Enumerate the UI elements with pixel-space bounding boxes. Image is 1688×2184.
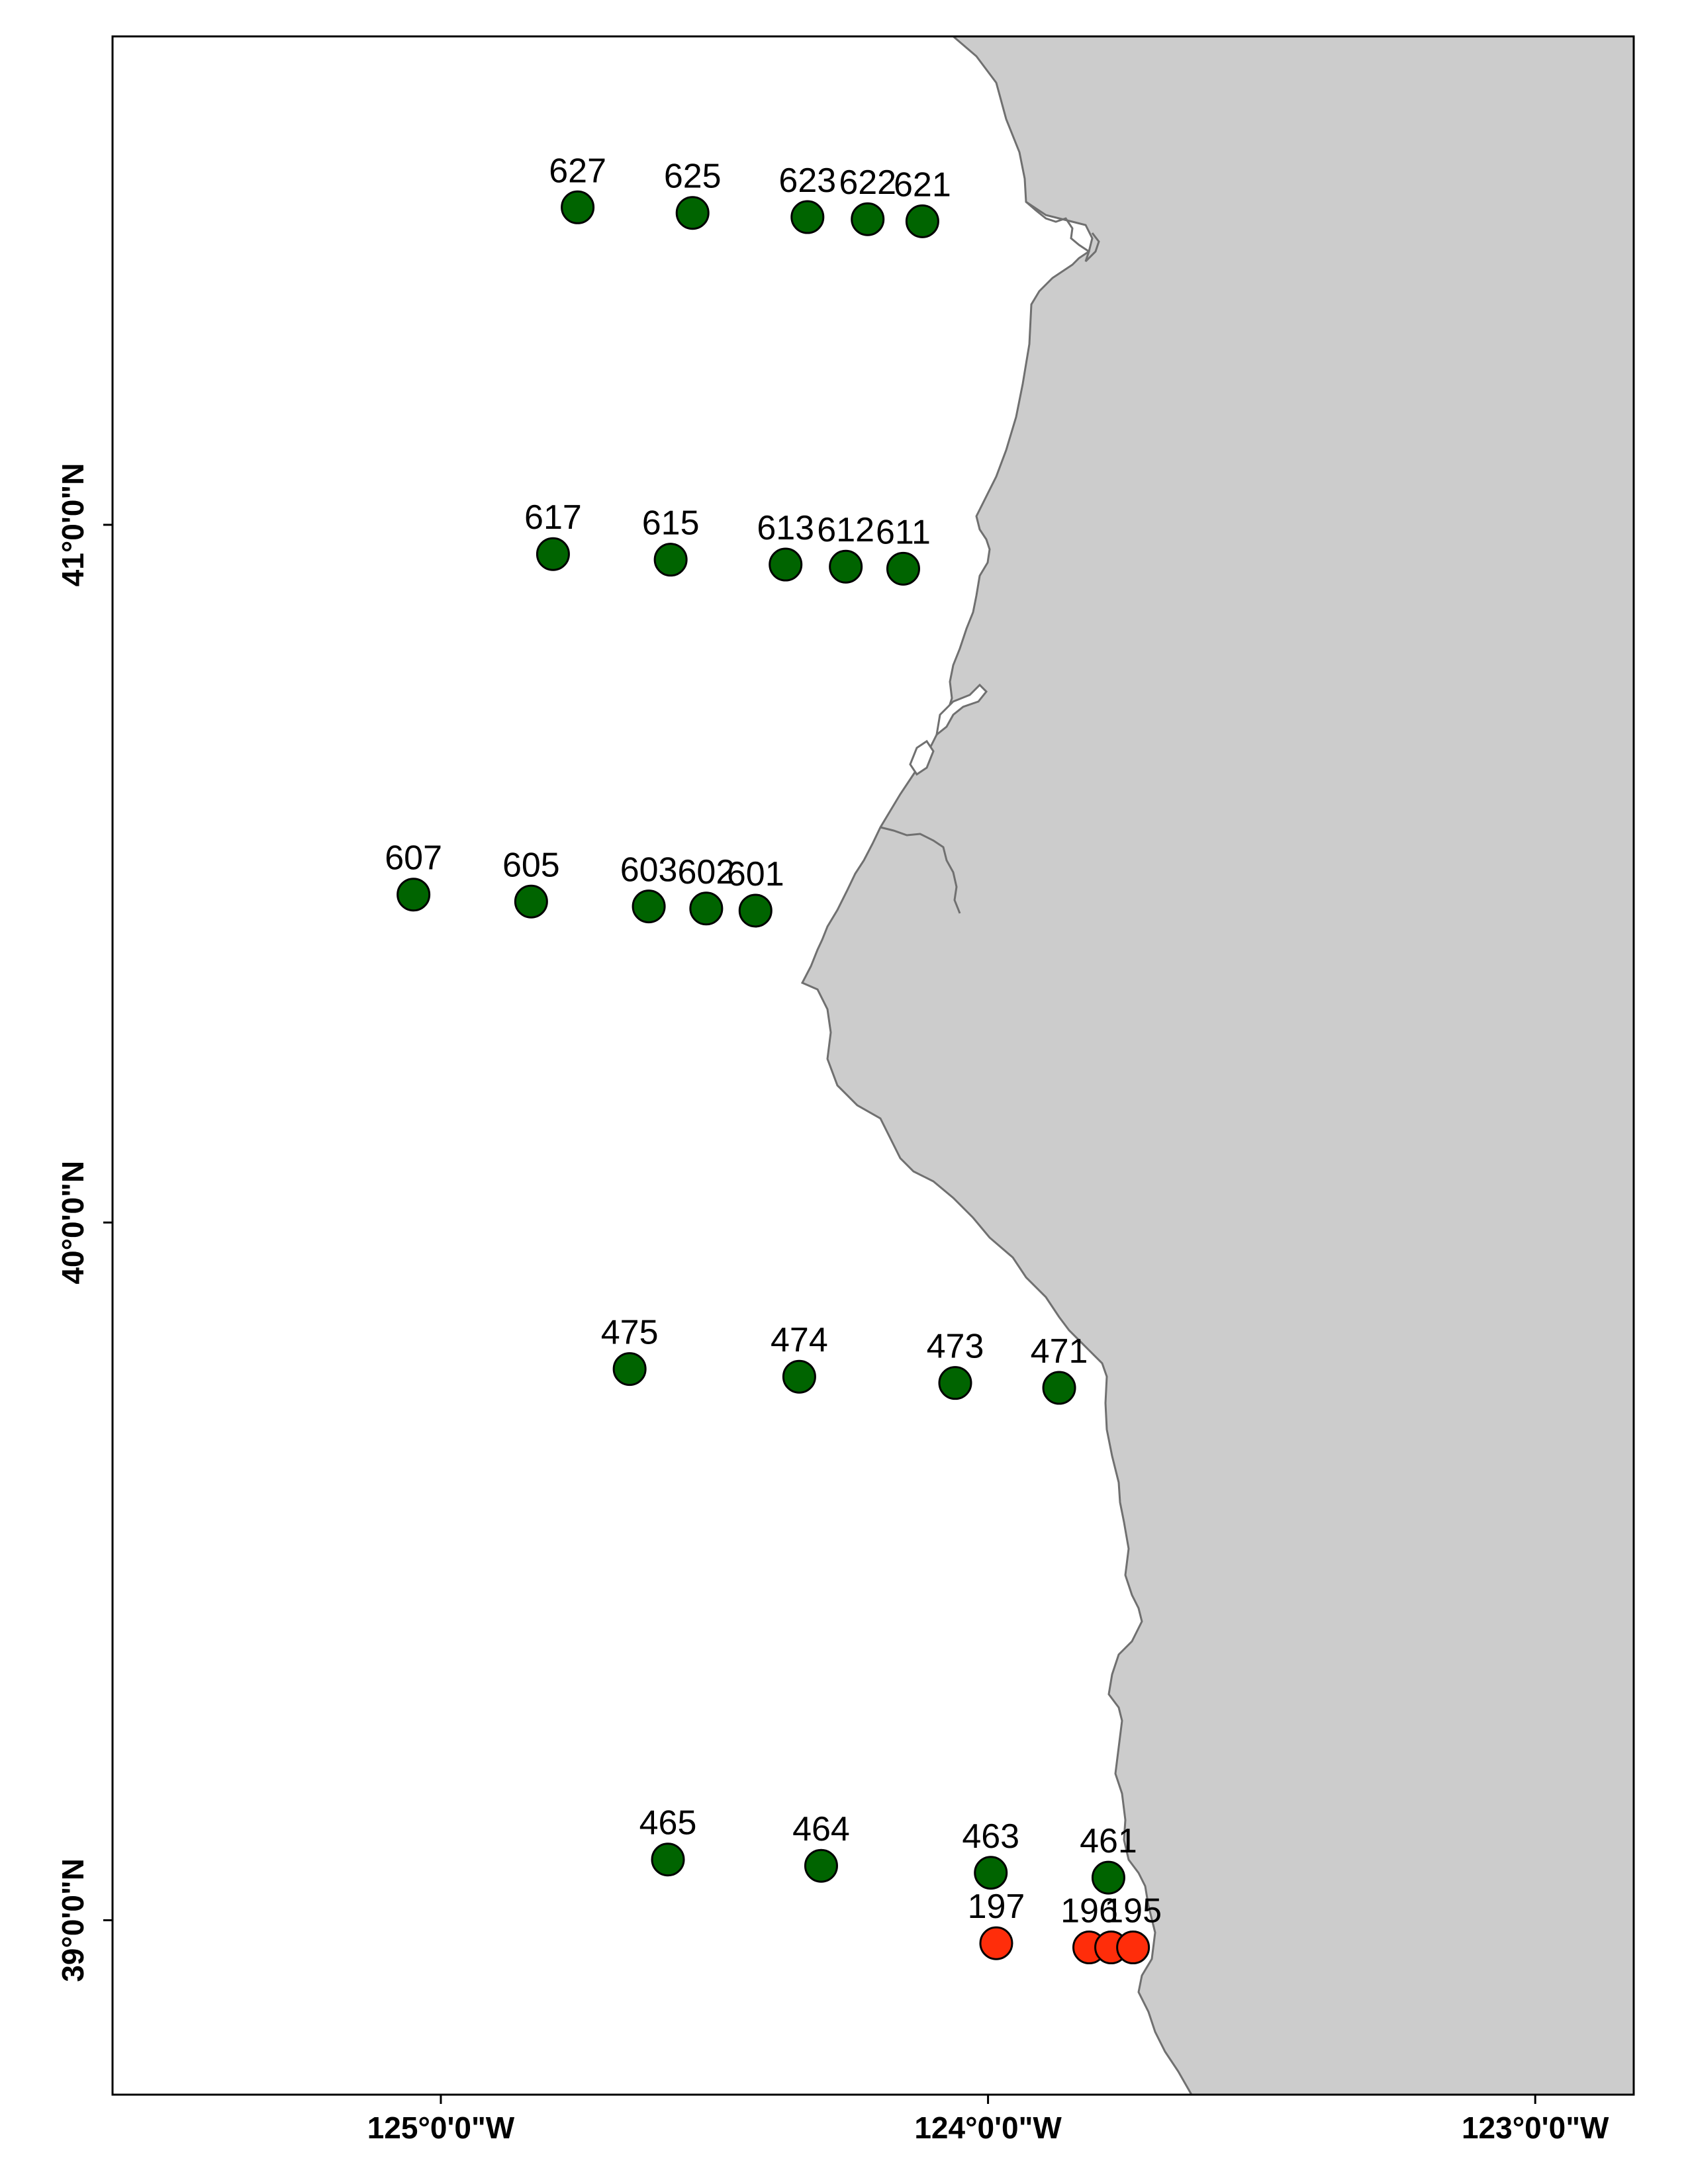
station-label: 602	[677, 853, 735, 891]
station-marker	[790, 200, 825, 234]
station-label: 474	[771, 1321, 828, 1359]
lon-tick-label: 124°0'0"W	[914, 2111, 1062, 2145]
station-marker	[829, 549, 863, 584]
lon-tick-label: 125°0'0"W	[367, 2111, 515, 2145]
station-label: 623	[778, 161, 836, 200]
station-label: 473	[927, 1328, 984, 1366]
station-marker	[979, 1926, 1013, 1960]
station-label: 471	[1031, 1332, 1088, 1371]
station-label: 461	[1080, 1822, 1137, 1860]
station-marker	[514, 884, 548, 919]
river	[1025, 201, 1100, 263]
lat-tick-label: 41°0'0"N	[56, 463, 90, 587]
station-label: 625	[664, 158, 722, 196]
station-label: 615	[642, 504, 700, 543]
lat-tick-label: 39°0'0"N	[56, 1858, 90, 1982]
station-marker	[1116, 1931, 1150, 1965]
station-label: 197	[968, 1888, 1025, 1926]
bay	[909, 739, 935, 776]
station-marker	[651, 1843, 685, 1877]
station-marker	[653, 543, 688, 577]
station-marker	[738, 893, 773, 928]
station-marker	[536, 537, 570, 571]
axis-ticks: 125°0'0"W 124°0'0"W 123°0'0"W 41°0'0"N 40°0'…	[56, 463, 1609, 2145]
station-label: 622	[839, 163, 896, 202]
station-marker	[938, 1366, 972, 1400]
station-marker	[804, 1848, 838, 1883]
station-marker	[632, 889, 666, 924]
station-label: 612	[817, 511, 874, 549]
station-label: 621	[894, 165, 951, 204]
station-label: 601	[727, 855, 784, 893]
map-frame	[111, 35, 1635, 2096]
station-label: 475	[601, 1314, 659, 1352]
station-marker	[851, 202, 885, 236]
land-area	[800, 36, 1634, 2095]
station-label: 627	[549, 152, 606, 190]
station-label: 465	[639, 1804, 697, 1843]
station-marker	[1091, 1860, 1125, 1895]
station-label: 605	[502, 846, 560, 884]
station-marker	[886, 551, 920, 586]
station-marker	[612, 1352, 647, 1387]
station-label: 617	[524, 498, 582, 537]
station-label: 603	[620, 851, 678, 889]
station-marker	[397, 878, 431, 912]
bay	[935, 683, 988, 737]
lat-tick-label: 40°0'0"N	[56, 1161, 90, 1285]
river	[880, 826, 961, 914]
station-label: 195	[1104, 1892, 1162, 1931]
station-marker	[561, 190, 595, 224]
station-label: 463	[962, 1817, 1019, 1856]
station-label: 196	[1060, 1892, 1118, 1931]
station-marker	[782, 1359, 816, 1394]
station-label: 464	[792, 1810, 850, 1848]
station-label: 607	[385, 839, 442, 878]
station-marker	[905, 204, 939, 238]
station-marker	[974, 1856, 1008, 1890]
station-label: 611	[876, 513, 931, 551]
station-marker	[769, 547, 803, 582]
lon-tick-label: 123°0'0"W	[1462, 2111, 1609, 2145]
station-marker	[675, 196, 710, 230]
station-marker	[1042, 1371, 1076, 1405]
station-marker	[689, 891, 724, 926]
station-label: 613	[757, 509, 814, 547]
